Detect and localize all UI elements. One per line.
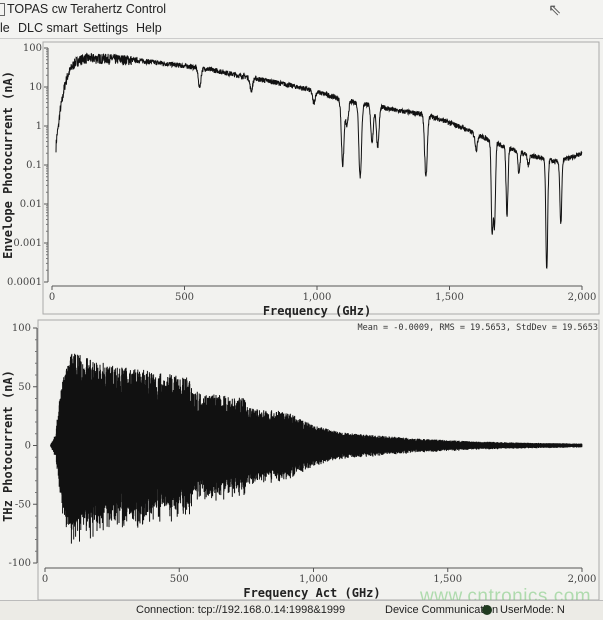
device-status-indicator-icon	[482, 605, 492, 615]
title-bar: TOPAS cw Terahertz Control	[0, 0, 603, 18]
envelope-x-label: Frequency (GHz)	[263, 304, 371, 318]
envelope-chart: Frequency (GHz) Envelope Photocurrent (n…	[1, 41, 600, 318]
usermode-status: UserMode: N	[500, 604, 565, 616]
stats-annotation: Mean = -0.0009, RMS = 19.5653, StdDev = …	[357, 323, 598, 333]
thz-x-tick-label: 2,000	[568, 574, 597, 585]
charts-area: Frequency (GHz) Envelope Photocurrent (n…	[0, 39, 603, 600]
envelope-y-tick-label: 0.1	[26, 160, 42, 171]
thz-y-tick-label: -50	[15, 499, 31, 510]
envelope-x-tick-label: 1,500	[435, 292, 464, 303]
envelope-y-tick-label: 1	[36, 121, 42, 132]
window-title: TOPAS cw Terahertz Control	[7, 2, 167, 16]
envelope-y-tick-label: 0.001	[13, 238, 42, 249]
menu-settings[interactable]: Settings	[83, 21, 129, 35]
thz-y-tick-label: 100	[12, 323, 31, 334]
thz-x-label: Frequency Act (GHz)	[243, 586, 380, 600]
menu-help[interactable]: Help	[136, 21, 162, 35]
thz-y-tick-label: -100	[9, 558, 31, 569]
envelope-x-tick-label: 1,000	[303, 292, 332, 303]
thz-y-tick-label: 0	[25, 441, 31, 452]
envelope-y-tick-label: 0.0001	[7, 277, 42, 288]
envelope-y-tick-label: 100	[23, 43, 42, 54]
menu-dlc-smart[interactable]: DLC smart	[18, 21, 78, 35]
envelope-x-tick-label: 0	[49, 292, 55, 303]
device-communication-label: Device Communication	[385, 604, 499, 616]
status-bar: Connection: tcp://192.168.0.14:1998&1999…	[0, 600, 603, 620]
thz-x-tick-label: 1,000	[299, 574, 328, 585]
thz-x-tick-label: 1,500	[433, 574, 462, 585]
thz-x-tick-label: 500	[170, 574, 189, 585]
thz-chart: Mean = -0.0009, RMS = 19.5653, StdDev = …	[1, 319, 600, 600]
mouse-cursor-icon: ⇖	[548, 2, 562, 19]
envelope-x-tick-label: 2,000	[568, 292, 597, 303]
thz-chart-frame	[37, 319, 600, 600]
envelope-y-tick-label: 0.01	[20, 199, 42, 210]
envelope-x-tick-label: 500	[175, 292, 194, 303]
app-icon	[0, 3, 5, 16]
thz-y-label: THz Photocurrent (nA)	[1, 370, 15, 522]
envelope-chart-frame	[42, 41, 600, 315]
envelope-series-line	[55, 52, 583, 270]
thz-y-tick-label: 50	[18, 382, 31, 393]
menu-file[interactable]: le	[0, 21, 10, 35]
menu-bar: le DLC smart Settings Help	[0, 18, 603, 39]
envelope-y-tick-label: 10	[29, 82, 42, 93]
connection-status: Connection: tcp://192.168.0.14:1998&1999	[136, 604, 346, 616]
envelope-y-label: Envelope Photocurrent (nA)	[1, 71, 15, 259]
thz-x-tick-label: 0	[42, 574, 48, 585]
